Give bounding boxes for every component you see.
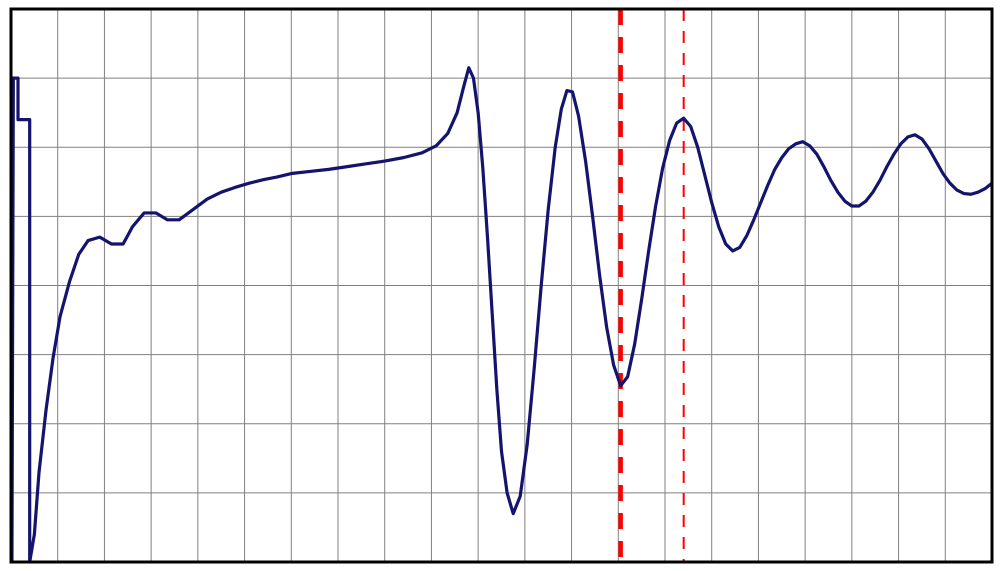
waveform-chart xyxy=(0,0,1003,571)
